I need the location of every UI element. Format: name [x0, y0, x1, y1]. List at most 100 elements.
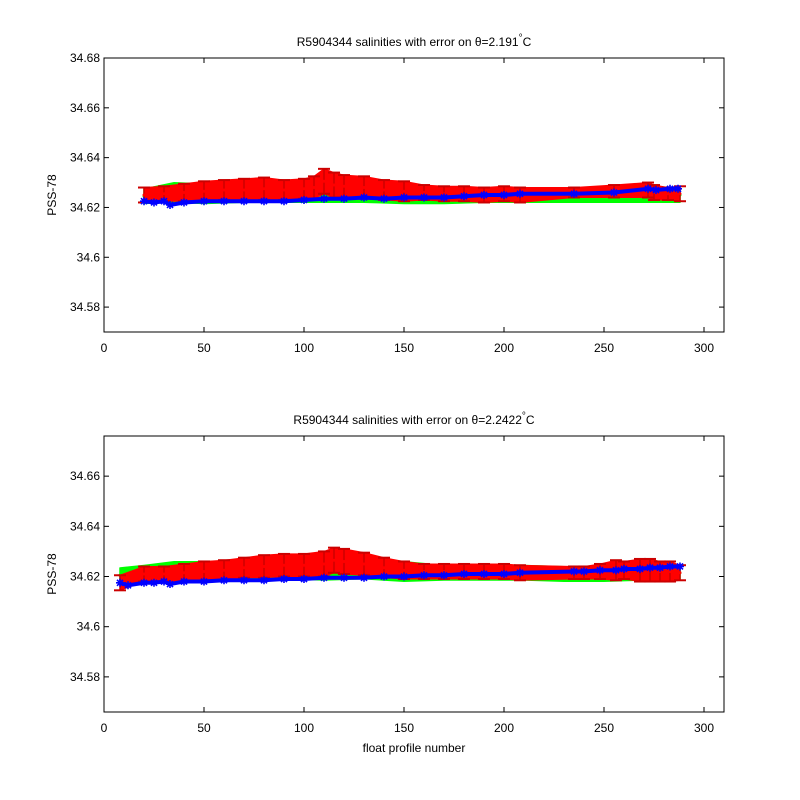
- data-point: [460, 192, 468, 201]
- data-point: [320, 194, 328, 203]
- data-point: [142, 193, 146, 197]
- data-point: [382, 188, 386, 192]
- data-point: [646, 563, 654, 572]
- data-point: [332, 183, 336, 187]
- data-point: [166, 580, 174, 589]
- data-point: [362, 562, 366, 566]
- data-point: [342, 184, 346, 188]
- data-point: [610, 188, 618, 197]
- x-tick-label: 200: [494, 341, 514, 355]
- chart-panel-2: 0 50 100 150 200 250 30034.5834.634.6234.6434.…: [45, 411, 725, 755]
- data-point: [652, 186, 660, 195]
- data-point: [666, 192, 670, 196]
- chart-title-degree: °: [522, 411, 526, 422]
- x-tick-label: 300: [694, 721, 714, 735]
- data-point: [282, 563, 286, 567]
- data-point: [674, 184, 682, 193]
- x-tick-label: 300: [694, 341, 714, 355]
- data-point: [282, 188, 286, 192]
- y-tick-label: 34.62: [70, 570, 100, 584]
- x-tick-label: 150: [394, 341, 414, 355]
- data-point: [262, 564, 266, 568]
- data-point: [124, 581, 132, 590]
- data-point: [312, 186, 316, 190]
- data-point: [420, 571, 428, 580]
- data-point: [596, 566, 604, 575]
- y-tick-label: 34.62: [70, 200, 100, 214]
- data-point: [480, 570, 488, 578]
- chart-title: R5904344 salinities with error on θ=2.19…: [297, 33, 532, 49]
- data-point: [362, 186, 366, 190]
- data-point: [240, 576, 248, 585]
- data-point: [202, 189, 206, 193]
- x-axis: 0 50 100 150 200 250 300: [101, 436, 714, 735]
- axes-box: [103, 57, 725, 333]
- data-point: [580, 567, 588, 576]
- data-point: [140, 197, 148, 206]
- data-point: [320, 573, 328, 582]
- data-point: [200, 197, 208, 206]
- x-tick-label: 250: [594, 721, 614, 735]
- data-point: [260, 576, 268, 585]
- data-point: [302, 187, 306, 191]
- y-tick-label: 34.64: [70, 519, 100, 533]
- plot-area: [138, 167, 686, 209]
- data-point: [666, 562, 674, 571]
- data-point: [440, 193, 448, 202]
- data-point: [360, 573, 368, 582]
- series-3: [116, 562, 684, 590]
- data-point: [340, 573, 348, 582]
- y-tick-label: 34.64: [70, 151, 100, 165]
- data-point: [620, 564, 628, 573]
- data-point: [516, 568, 524, 577]
- data-point: [220, 197, 228, 206]
- data-point: [222, 568, 226, 572]
- data-point: [666, 184, 674, 193]
- x-tick-label: 150: [394, 721, 414, 735]
- series-line: [143, 186, 678, 208]
- y-axis-label: PSS-78: [45, 174, 59, 216]
- data-point: [420, 193, 428, 202]
- data-point: [150, 198, 158, 207]
- data-point: [280, 197, 288, 206]
- data-point: [460, 570, 468, 578]
- data-point: [180, 198, 188, 207]
- data-point: [636, 564, 644, 573]
- data-point: [480, 191, 488, 199]
- chart-title-unit: C: [526, 413, 535, 427]
- data-point: [260, 197, 268, 206]
- data-point: [162, 192, 166, 196]
- data-point: [500, 191, 508, 199]
- data-point: [322, 179, 326, 183]
- data-point: [180, 577, 188, 586]
- data-point: [570, 189, 578, 198]
- data-point: [322, 562, 326, 566]
- data-point: [402, 189, 406, 193]
- data-point: [140, 578, 148, 587]
- y-axis: 34.58 34.6 34.62 34.64 34.66 34.68: [70, 51, 724, 314]
- data-point: [678, 192, 682, 196]
- data-point: [202, 569, 206, 573]
- x-tick-label: 50: [197, 341, 211, 355]
- data-point: [402, 568, 406, 572]
- data-point: [300, 575, 308, 584]
- data-point: [380, 572, 388, 581]
- data-point: [656, 563, 664, 572]
- data-point: [570, 567, 578, 576]
- series-3: [140, 184, 682, 209]
- data-point: [182, 191, 186, 195]
- data-point: [340, 194, 348, 203]
- data-point: [400, 193, 408, 202]
- data-point: [500, 570, 508, 578]
- x-axis-label: float profile number: [363, 741, 466, 755]
- x-tick-label: 0: [101, 341, 108, 355]
- data-point: [240, 197, 248, 206]
- data-point: [242, 188, 246, 192]
- chart-title-text: R5904344 salinities with error on θ=2.19…: [297, 35, 519, 49]
- x-tick-label: 100: [294, 721, 314, 735]
- data-point: [382, 566, 386, 570]
- data-point: [440, 571, 448, 580]
- data-point: [516, 189, 524, 198]
